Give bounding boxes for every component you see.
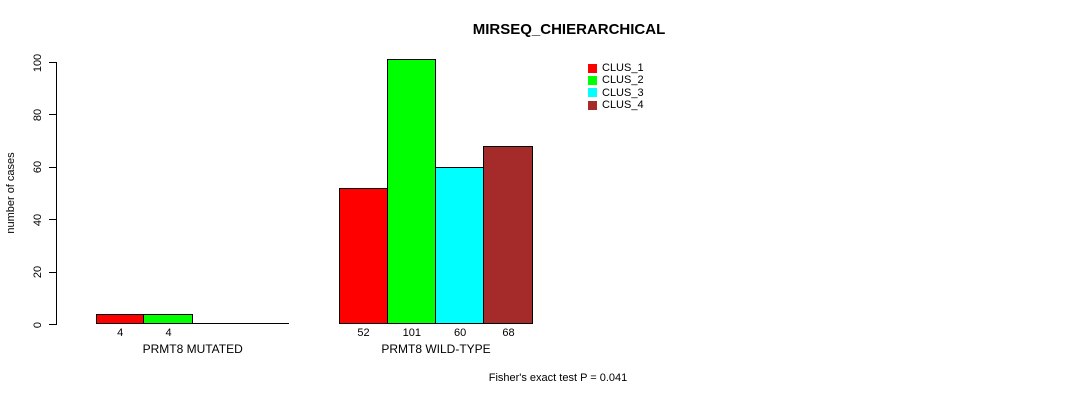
y-tick-mark xyxy=(49,219,56,221)
legend-swatch-clus_4 xyxy=(588,100,597,110)
bar-clus_2 xyxy=(143,313,193,324)
bar-clus_2 xyxy=(386,59,436,324)
group-label: PRMT8 MUTATED xyxy=(142,342,243,356)
legend-swatch-clus_1 xyxy=(588,63,597,73)
bar-clus_4 xyxy=(483,145,533,324)
bar-value-label: 4 xyxy=(165,326,172,339)
bar-clus_1 xyxy=(339,187,388,324)
bar-clus_3 xyxy=(435,166,485,324)
y-axis-label: number of cases xyxy=(5,152,17,234)
bar-clus_1 xyxy=(96,313,145,324)
group-label: PRMT8 WILD-TYPE xyxy=(381,342,491,356)
y-tick-label: 0 xyxy=(32,321,44,328)
y-tick-label: 40 xyxy=(32,213,44,226)
y-tick-mark xyxy=(49,114,56,116)
y-tick-mark xyxy=(49,271,56,273)
legend-label: CLUS_3 xyxy=(602,86,644,99)
bar-value-label: 68 xyxy=(502,326,515,339)
y-tick-label: 100 xyxy=(32,53,44,72)
y-axis-line xyxy=(56,62,57,325)
legend-label: CLUS_4 xyxy=(602,99,644,112)
bar-value-label: 101 xyxy=(402,326,421,339)
legend-swatch-clus_2 xyxy=(588,75,597,85)
y-tick-label: 20 xyxy=(32,265,44,279)
y-tick-mark xyxy=(49,62,56,63)
y-tick-label: 80 xyxy=(32,108,44,122)
y-tick-label: 60 xyxy=(32,161,44,174)
bar-value-label: 60 xyxy=(454,326,467,339)
y-tick-mark xyxy=(49,166,56,168)
y-tick-mark xyxy=(49,324,56,325)
group-baseline xyxy=(96,323,290,324)
annotation-fisher-test: Fisher's exact test P = 0.041 xyxy=(488,372,628,384)
bar-value-label: 4 xyxy=(117,326,124,339)
chart-title: MIRSEQ_CHIERARCHICAL xyxy=(472,21,666,38)
legend-label: CLUS_2 xyxy=(602,74,644,87)
bar-value-label: 52 xyxy=(357,326,370,339)
legend-swatch-clus_3 xyxy=(588,88,597,98)
legend-label: CLUS_1 xyxy=(602,62,644,74)
